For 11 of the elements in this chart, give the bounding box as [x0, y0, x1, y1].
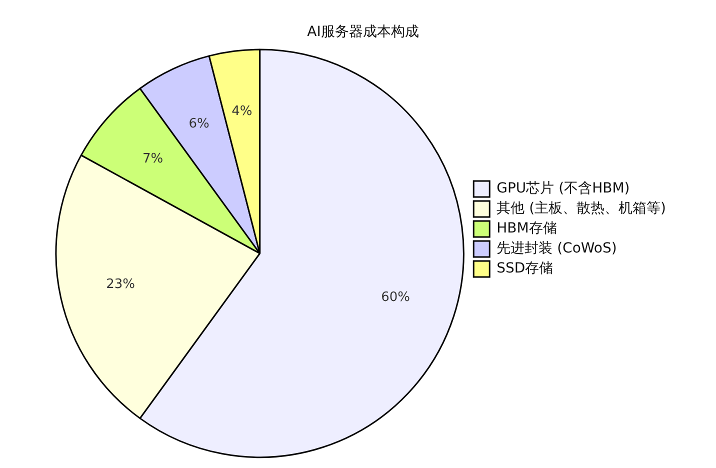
chart-title: AI服务器成本构成 [307, 24, 419, 40]
data-label: 6% [188, 116, 210, 132]
legend-label: SSD存储 [496, 260, 554, 277]
data-label: 7% [142, 151, 164, 166]
legend-label: HBM存储 [496, 220, 557, 237]
legend-label: 其他 (主板、散热、机箱等) [496, 200, 666, 217]
data-label: 4% [232, 104, 252, 120]
data-label: 23% [106, 276, 136, 292]
legend-label: GPU芯片 (不含HBM) [496, 180, 630, 197]
legend-label: 先进封装 (CoWoS) [496, 240, 617, 257]
data-label: 60% [381, 290, 410, 305]
